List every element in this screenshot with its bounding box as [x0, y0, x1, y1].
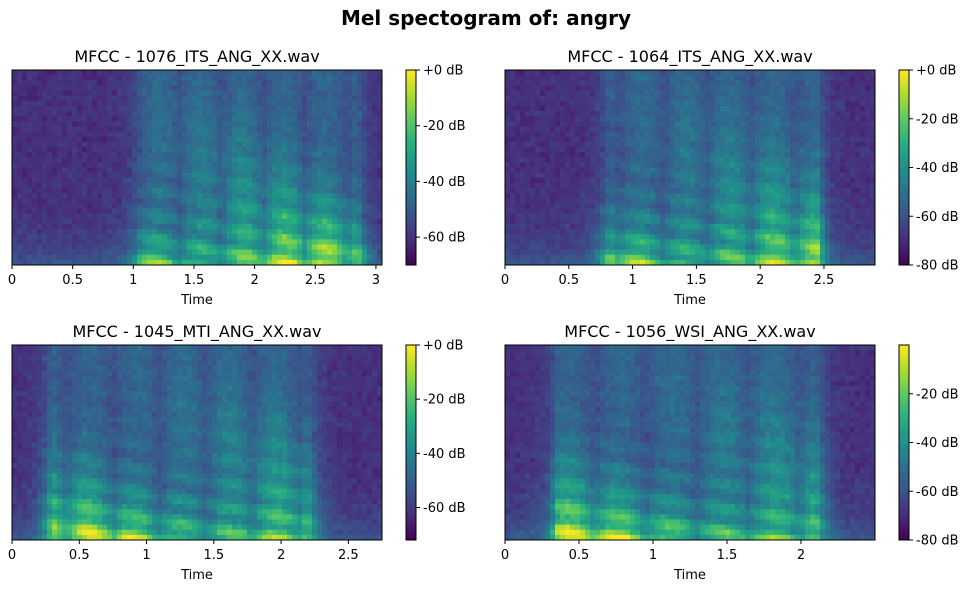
plot-frame: [11, 344, 383, 541]
x-tick-label: 1.5: [717, 548, 738, 563]
colorbar-tick-label: -40 dB: [916, 161, 959, 176]
x-tick-label: 1: [628, 273, 636, 288]
x-tick-label: 0: [501, 273, 509, 288]
colorbar-tick-label: -20 dB: [423, 393, 466, 408]
x-tick-label: 2: [250, 273, 258, 288]
colorbar-tick-label: -40 dB: [423, 175, 466, 190]
panel-title: MFCC - 1045_MTI_ANG_XX.wav: [73, 322, 322, 342]
spectrogram-heatmap: [505, 345, 876, 541]
x-tick-label: 0: [8, 548, 16, 563]
colorbar-tick-label: -40 dB: [916, 436, 959, 451]
panel-title: MFCC - 1064_ITS_ANG_XX.wav: [567, 47, 812, 67]
x-axis-label: Time: [180, 568, 213, 583]
x-axis-label: Time: [673, 293, 706, 308]
colorbar-gradient: [405, 69, 417, 266]
colorbar-tick-label: -60 dB: [423, 501, 466, 516]
x-tick-label: 2.5: [305, 273, 326, 288]
x-axis-label: Time: [180, 293, 213, 308]
x-tick-label: 2: [797, 548, 805, 563]
colorbar-gradient: [898, 69, 910, 266]
x-tick-label: 1: [649, 548, 657, 563]
plot-frame: [504, 344, 876, 541]
colorbar-tick-label: -60 dB: [423, 231, 466, 246]
colorbar-tick-label: -20 dB: [423, 119, 466, 134]
colorbar-tick-label: -40 dB: [423, 447, 466, 462]
x-tick-label: 0.5: [69, 548, 90, 563]
x-axis-label: Time: [673, 568, 706, 583]
x-tick-label: 1.5: [203, 548, 224, 563]
spectrogram-heatmap: [505, 70, 876, 266]
colorbar: +0 dB -20 dB -40 dB -60 dB: [405, 64, 466, 266]
spectrogram-panel: MFCC - 1056_WSI_ANG_XX.wav 0 0.5 1 1.5 2 Time -…: [501, 322, 959, 583]
x-tick-label: 3: [372, 273, 380, 288]
colorbar-tick-label: -80 dB: [916, 534, 959, 549]
x-tick-label: 1.5: [184, 273, 205, 288]
x-tick-label: 0: [501, 548, 509, 563]
colorbar-gradient: [898, 344, 910, 541]
x-tick-label: 0.5: [62, 273, 83, 288]
colorbar-tick-label: -60 dB: [916, 485, 959, 500]
spectrogram-heatmap: [12, 345, 383, 541]
x-tick-label: 1.5: [686, 273, 707, 288]
x-tick-label: 2: [277, 548, 285, 563]
plot-frame: [11, 69, 383, 266]
x-tick-label: 0.5: [558, 273, 579, 288]
x-tick-label: 0.5: [569, 548, 590, 563]
colorbar-tick-label: -60 dB: [916, 210, 959, 225]
spectrogram-panel: MFCC - 1045_MTI_ANG_XX.wav 0 0.5 1 1.5 2 2.5 Ti…: [8, 322, 466, 583]
x-tick-label: 2: [756, 273, 764, 288]
colorbar-tick-label: +0 dB: [423, 64, 463, 79]
colorbar: +0 dB -20 dB -40 dB -60 dB -80 dB: [898, 64, 959, 274]
colorbar-tick-label: +0 dB: [916, 64, 956, 79]
panel-title: MFCC - 1056_WSI_ANG_XX.wav: [564, 322, 815, 342]
x-tick-label: 0: [8, 273, 16, 288]
spectrogram-panel: MFCC - 1076_ITS_ANG_XX.wav 0 0.5 1 1.5 2 2.5 3 T…: [8, 47, 466, 308]
x-tick-label: 2.5: [338, 548, 359, 563]
panel-title: MFCC - 1076_ITS_ANG_XX.wav: [74, 47, 319, 67]
colorbar: -20 dB -40 dB -60 dB -80 dB: [898, 344, 959, 549]
plot-frame: [504, 69, 876, 266]
spectrogram-heatmap: [12, 70, 383, 266]
x-tick-label: 2.5: [814, 273, 835, 288]
colorbar-tick-label: -20 dB: [916, 112, 959, 127]
spectrogram-panel: MFCC - 1064_ITS_ANG_XX.wav 0 0.5 1 1.5 2 2.5 Ti…: [501, 47, 959, 308]
colorbar-tick-label: -80 dB: [916, 259, 959, 274]
colorbar-tick-label: +0 dB: [423, 339, 463, 354]
colorbar-tick-label: -20 dB: [916, 387, 959, 402]
x-tick-label: 1: [142, 548, 150, 563]
colorbar-gradient: [405, 344, 417, 541]
colorbar: +0 dB -20 dB -40 dB -60 dB: [405, 339, 466, 541]
x-tick-label: 1: [129, 273, 137, 288]
figure-title: Mel spectogram of: angry: [341, 6, 631, 30]
